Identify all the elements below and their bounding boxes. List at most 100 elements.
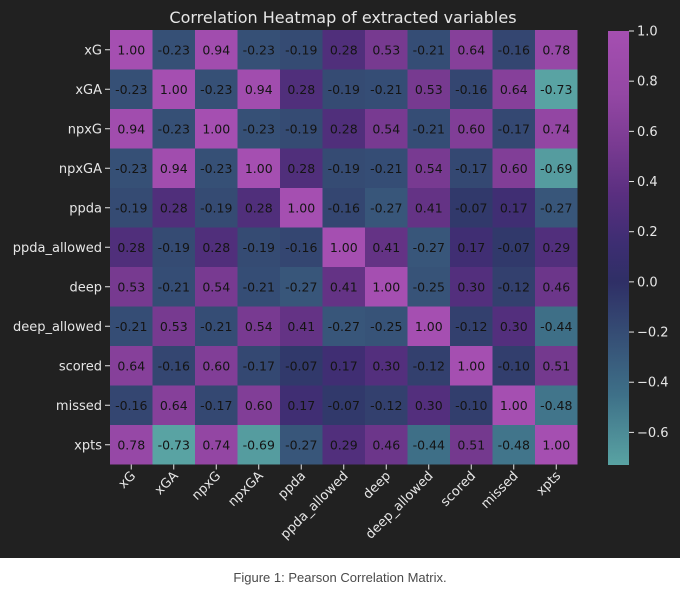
row-label: xGA: [75, 83, 102, 98]
cell-value-label: 0.17: [500, 200, 528, 215]
cell-value-label: 0.30: [372, 358, 400, 373]
cell-value-label: 1.00: [287, 200, 315, 215]
cell-value-label: 0.54: [415, 161, 443, 176]
heatmap-cell: [322, 188, 365, 228]
heatmap-cell: [110, 346, 153, 386]
heatmap-cell: [237, 148, 280, 188]
cell-value-label: -0.23: [243, 121, 275, 136]
cell-value-label: -0.48: [498, 437, 530, 452]
heatmap-cell: [492, 306, 535, 346]
cell-value-label: -0.21: [243, 279, 275, 294]
cell-value-label: -0.21: [413, 121, 445, 136]
cell-value-label: 0.60: [202, 358, 230, 373]
heatmap-cell: [322, 267, 365, 307]
cell-value-label: -0.21: [370, 82, 402, 97]
column-label: xGA: [152, 469, 182, 499]
heatmap-cell: [110, 188, 153, 228]
heatmap-cell: [365, 30, 408, 70]
cell-value-label: 0.74: [542, 121, 570, 136]
column-label: npxGA: [225, 469, 266, 510]
heatmap-cell: [492, 385, 535, 425]
heatmap-cell: [237, 425, 280, 465]
cell-value-label: -0.69: [540, 161, 572, 176]
cell-value-label: -0.21: [413, 42, 445, 57]
colorbar: [608, 31, 629, 465]
cell-value-label: 0.30: [500, 319, 528, 334]
heatmap-cell: [365, 267, 408, 307]
heatmap-cell: [110, 69, 153, 109]
heatmap-cell: [535, 346, 578, 386]
cell-value-label: -0.27: [285, 437, 317, 452]
cell-value-label: 1.00: [457, 358, 485, 373]
cell-value-label: -0.17: [243, 358, 275, 373]
cell-value-label: 1.00: [117, 42, 145, 57]
heatmap-cell: [535, 30, 578, 70]
figure-panel: Correlation Heatmap of extracted variabl…: [0, 0, 680, 558]
correlation-heatmap: Correlation Heatmap of extracted variabl…: [13, 8, 669, 542]
heatmap-cell: [407, 69, 450, 109]
cell-value-label: -0.23: [200, 82, 232, 97]
cell-value-label: -0.19: [328, 161, 360, 176]
heatmap-cell: [280, 306, 323, 346]
cell-value-label: -0.73: [540, 82, 572, 97]
row-label: ppda: [69, 201, 102, 216]
cell-value-label: 0.41: [415, 200, 443, 215]
cell-value-label: -0.69: [243, 437, 275, 452]
heatmap-cell: [450, 306, 493, 346]
column-label: xpts: [534, 469, 564, 499]
cell-value-label: -0.23: [243, 42, 275, 57]
cell-value-label: -0.19: [328, 82, 360, 97]
cell-value-label: 0.28: [117, 240, 145, 255]
cell-value-label: -0.12: [413, 358, 445, 373]
colorbar-tick-label: 0.4: [637, 175, 658, 190]
heatmap-cell: [195, 109, 238, 149]
row-label: deep_allowed: [13, 320, 102, 335]
heatmap-cell: [450, 385, 493, 425]
cell-value-label: -0.23: [158, 42, 190, 57]
cell-value-label: -0.16: [455, 82, 487, 97]
heatmap-cell: [535, 109, 578, 149]
cell-value-label: -0.07: [285, 358, 317, 373]
heatmap-cell: [450, 30, 493, 70]
cell-value-label: -0.07: [328, 398, 360, 413]
heatmap-cell: [322, 306, 365, 346]
cell-value-label: -0.19: [285, 121, 317, 136]
cell-value-label: -0.27: [540, 200, 572, 215]
cell-value-label: 0.30: [415, 398, 443, 413]
heatmap-cell: [152, 267, 195, 307]
cell-value-label: -0.10: [498, 358, 530, 373]
cell-value-label: -0.23: [115, 82, 147, 97]
cell-value-label: -0.16: [328, 200, 360, 215]
heatmap-cell: [110, 306, 153, 346]
colorbar-tick-label: −0.2: [637, 326, 669, 341]
row-label: scored: [59, 359, 102, 374]
column-label: xG: [116, 469, 139, 492]
cell-value-label: -0.16: [498, 42, 530, 57]
row-label: npxGA: [59, 162, 102, 177]
cell-value-label: 0.60: [457, 121, 485, 136]
cell-value-label: 1.00: [202, 121, 230, 136]
heatmap-cell: [407, 30, 450, 70]
heatmap-cell: [152, 109, 195, 149]
heatmap-cell: [407, 109, 450, 149]
cell-value-label: 1.00: [372, 279, 400, 294]
heatmap-cell: [110, 227, 153, 267]
row-label: xG: [84, 43, 102, 58]
cell-value-label: -0.19: [115, 200, 147, 215]
heatmap-cell: [280, 227, 323, 267]
cell-value-label: -0.23: [158, 121, 190, 136]
cell-value-label: 0.41: [330, 279, 358, 294]
heatmap-cell: [450, 425, 493, 465]
heatmap-cell: [535, 385, 578, 425]
cell-value-label: 0.78: [117, 437, 145, 452]
heatmap-cell: [322, 425, 365, 465]
heatmap-cell: [152, 188, 195, 228]
cell-value-label: 1.00: [415, 319, 443, 334]
cell-value-label: 0.28: [330, 121, 358, 136]
cell-value-label: -0.16: [285, 240, 317, 255]
row-label: xpts: [74, 438, 102, 453]
heatmap-cell: [237, 306, 280, 346]
heatmap-cell: [365, 188, 408, 228]
heatmap-cell: [322, 69, 365, 109]
cell-value-label: -0.25: [413, 279, 445, 294]
